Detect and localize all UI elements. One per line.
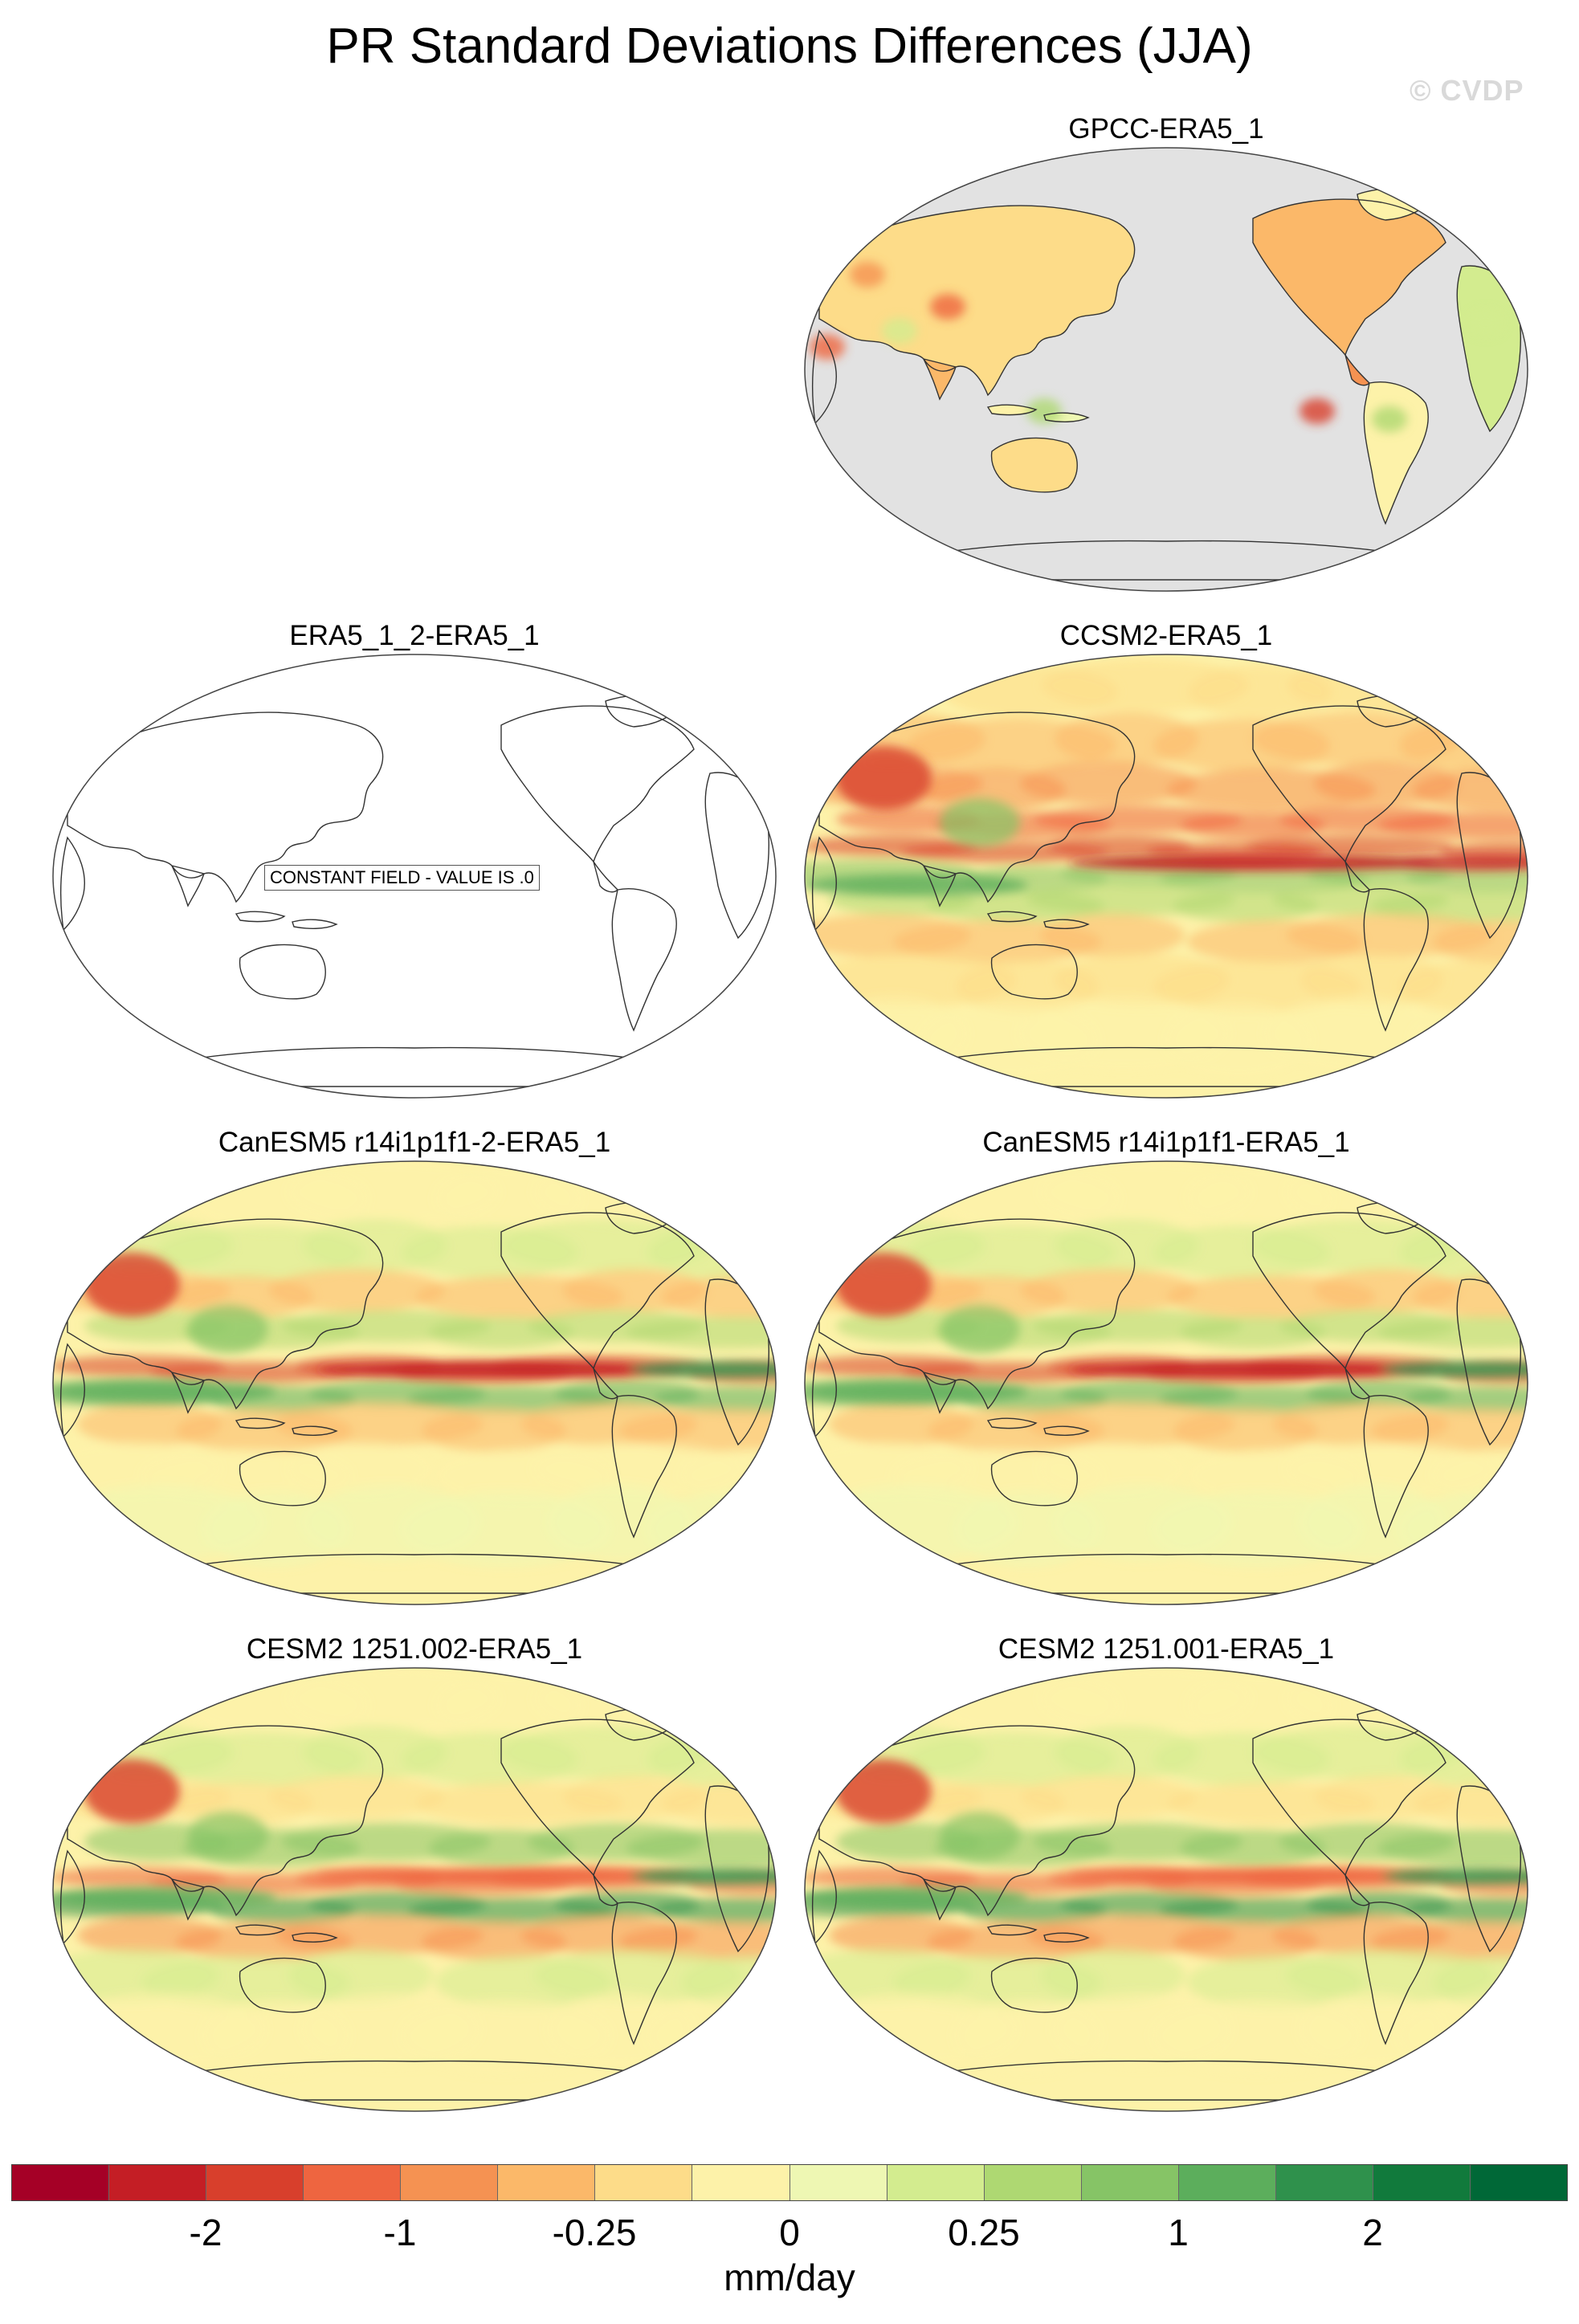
map-panel-canesm5-2: CanESM5 r14i1p1f1-2-ERA5_1 [51,1126,777,1632]
colorbar-swatch [887,2165,985,2200]
colorbar-swatch [1373,2165,1471,2200]
panel-title: CanESM5 r14i1p1f1-ERA5_1 [982,1127,1350,1158]
colorbar-swatch [1081,2165,1179,2200]
colorbar-tick-label: -0.25 [552,2212,637,2253]
colorbar-swatch [692,2165,790,2200]
colorbar-swatch [1470,2165,1567,2200]
colorbar-swatch [109,2165,207,2200]
panel-title: ERA5_1_2-ERA5_1 [289,620,540,651]
colorbar-tick-label: 0 [779,2212,800,2253]
world-map [52,1160,777,1605]
colorbar-swatch [1178,2165,1276,2200]
colorbar-swatch [595,2165,693,2200]
map-panel-canesm5: CanESM5 r14i1p1f1-ERA5_1 [803,1126,1529,1632]
colorbar-swatch [304,2165,402,2200]
colorbar-swatch [790,2165,887,2200]
world-map [804,654,1528,1099]
cvdp-watermark: © CVDP [1410,74,1524,107]
colorbar-tick-label: 1 [1168,2212,1189,2253]
map-panel-ccsm2: CCSM2-ERA5_1 [803,619,1529,1125]
colorbar-swatch [401,2165,499,2200]
constant-field-note: CONSTANT FIELD - VALUE IS .0 [264,865,540,891]
colorbar-tick-label: 0.25 [948,2212,1020,2253]
world-map [804,1160,1528,1605]
colorbar [11,2164,1568,2201]
colorbar-swatch [984,2165,1082,2200]
world-map [52,1667,777,2112]
panel-title: CanESM5 r14i1p1f1-2-ERA5_1 [218,1127,611,1158]
panel-title: CESM2 1251.002-ERA5_1 [246,1633,583,1665]
figure-title: PR Standard Deviations Differences (JJA) [326,18,1253,74]
map-panel-cesm2-001: CESM2 1251.001-ERA5_1 [803,1633,1529,2138]
panel-title: CCSM2-ERA5_1 [1059,620,1273,651]
map-panel-era5-self: ERA5_1_2-ERA5_1 CONSTANT FIELD - VALUE I… [51,619,777,1125]
colorbar-swatch [498,2165,596,2200]
map-panel-gpcc: GPCC-ERA5_1 [803,112,1529,618]
panel-title: CESM2 1251.001-ERA5_1 [998,1633,1335,1665]
colorbar-swatch [12,2165,110,2200]
panel-title: GPCC-ERA5_1 [1068,113,1264,145]
colorbar-tick-label: 2 [1362,2212,1383,2253]
world-map [804,1667,1528,2112]
world-map [804,147,1528,592]
colorbar-swatch [206,2165,304,2200]
colorbar-tick-label: -2 [189,2212,222,2253]
colorbar-swatch [1275,2165,1373,2200]
colorbar-units: mm/day [724,2257,855,2298]
colorbar-tick-label: -1 [383,2212,417,2253]
map-panel-cesm2-002: CESM2 1251.002-ERA5_1 [51,1633,777,2138]
